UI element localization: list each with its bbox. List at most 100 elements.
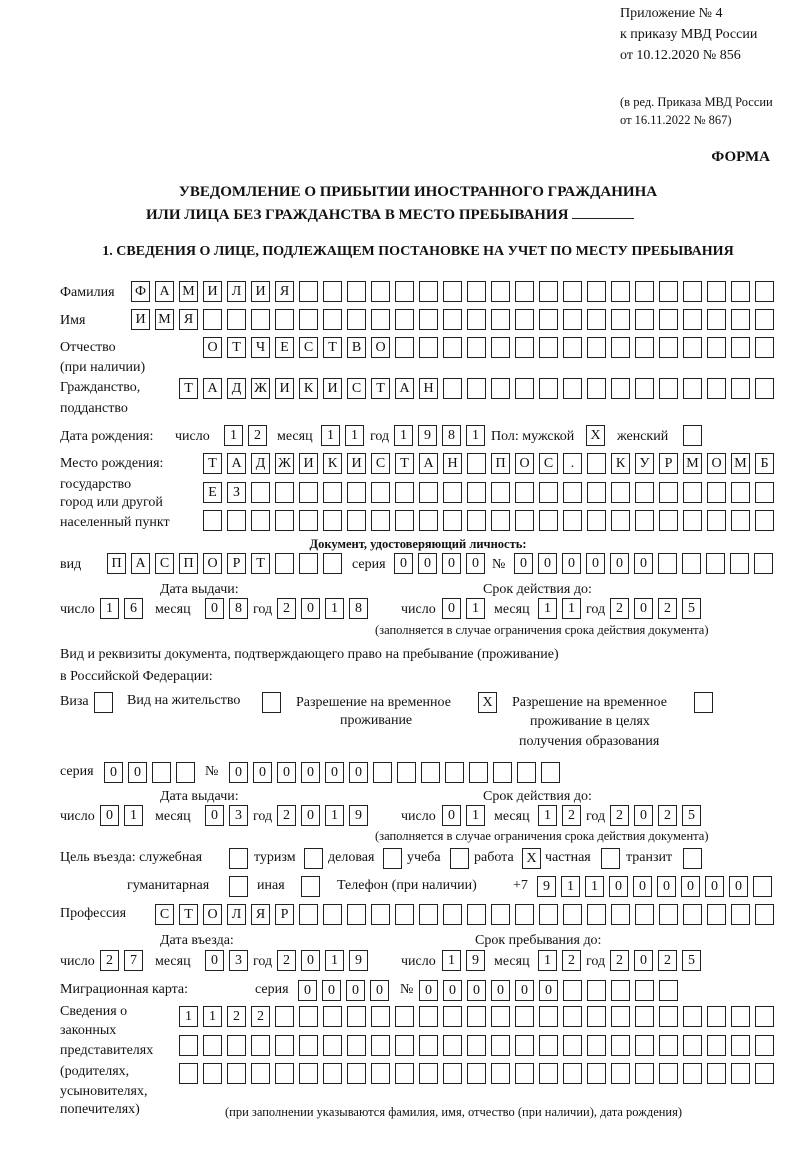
permit-number-cell[interactable] <box>541 762 560 783</box>
patronymic-cell[interactable]: С <box>299 337 318 358</box>
dob-day-cell[interactable]: 1 <box>224 425 243 446</box>
birthplace-cell[interactable] <box>299 482 318 503</box>
doc-issue-day-cell[interactable]: 6 <box>124 598 143 619</box>
name-cell[interactable] <box>563 309 582 330</box>
birthplace-cell[interactable] <box>371 482 390 503</box>
citizenship-cell[interactable] <box>467 378 486 399</box>
doc-series-cell[interactable]: 0 <box>394 553 413 574</box>
surname-cell[interactable] <box>371 281 390 302</box>
dob-year-cell[interactable]: 1 <box>394 425 413 446</box>
profession-cell[interactable] <box>587 904 606 925</box>
legal-reps-cell[interactable] <box>539 1035 558 1056</box>
patronymic-cell[interactable] <box>419 337 438 358</box>
legal-reps-cell[interactable] <box>611 1063 630 1084</box>
doc-number-cell[interactable]: 0 <box>562 553 581 574</box>
surname-cell[interactable] <box>491 281 510 302</box>
doc-number-cell[interactable]: 0 <box>586 553 605 574</box>
legal-reps-cell[interactable] <box>683 1035 702 1056</box>
name-cell[interactable] <box>251 309 270 330</box>
citizenship-cell[interactable]: А <box>203 378 222 399</box>
purpose-transit-checkbox[interactable] <box>683 848 702 869</box>
stay-day-cell[interactable]: 1 <box>442 950 461 971</box>
legal-reps-cell[interactable] <box>467 1006 486 1027</box>
birthplace-cell[interactable] <box>395 510 414 531</box>
doc-issue-year-cell[interactable]: 2 <box>277 598 296 619</box>
patronymic-cell[interactable] <box>395 337 414 358</box>
legal-reps-cell[interactable] <box>491 1063 510 1084</box>
stay-month-cell[interactable]: 1 <box>538 950 557 971</box>
citizenship-cell[interactable]: А <box>395 378 414 399</box>
doc-number-cell[interactable]: 0 <box>538 553 557 574</box>
legal-reps-cell[interactable] <box>275 1006 294 1027</box>
birthplace-cell[interactable] <box>611 482 630 503</box>
legal-reps-cell[interactable] <box>443 1063 462 1084</box>
entry-day-cell[interactable]: 7 <box>124 950 143 971</box>
profession-cell[interactable]: Р <box>275 904 294 925</box>
purpose-other-checkbox[interactable] <box>301 876 320 897</box>
patronymic-cell[interactable]: О <box>203 337 222 358</box>
legal-reps-cell[interactable] <box>203 1035 222 1056</box>
profession-cell[interactable] <box>563 904 582 925</box>
permit-number-cell[interactable] <box>421 762 440 783</box>
profession-cell[interactable] <box>419 904 438 925</box>
legal-reps-cell[interactable] <box>587 1006 606 1027</box>
phone-cell[interactable]: 9 <box>537 876 556 897</box>
permit-issue-day-cell[interactable]: 0 <box>100 805 119 826</box>
birthplace-cell[interactable]: Т <box>203 453 222 474</box>
dob-year-cell[interactable]: 8 <box>442 425 461 446</box>
legal-reps-cell[interactable] <box>371 1006 390 1027</box>
dob-year-cell[interactable]: 9 <box>418 425 437 446</box>
citizenship-cell[interactable] <box>563 378 582 399</box>
patronymic-cell[interactable] <box>587 337 606 358</box>
permit-issue-year-cell[interactable]: 0 <box>301 805 320 826</box>
birthplace-cell[interactable] <box>683 482 702 503</box>
birthplace-cell[interactable] <box>563 482 582 503</box>
doc-kind-cell[interactable]: Р <box>227 553 246 574</box>
citizenship-cell[interactable]: С <box>347 378 366 399</box>
name-cell[interactable] <box>275 309 294 330</box>
legal-reps-cell[interactable] <box>539 1006 558 1027</box>
patronymic-cell[interactable]: Е <box>275 337 294 358</box>
permit-number-cell[interactable] <box>469 762 488 783</box>
legal-reps-cell[interactable] <box>395 1035 414 1056</box>
name-cell[interactable] <box>347 309 366 330</box>
rvp-checkbox[interactable]: X <box>478 692 497 713</box>
name-cell[interactable] <box>731 309 750 330</box>
patronymic-cell[interactable] <box>467 337 486 358</box>
doc-valid-month-cell[interactable]: 1 <box>538 598 557 619</box>
citizenship-cell[interactable] <box>659 378 678 399</box>
patronymic-cell[interactable] <box>563 337 582 358</box>
permit-series-cell[interactable]: 0 <box>128 762 147 783</box>
purpose-humanitarian-checkbox[interactable] <box>229 876 248 897</box>
birthplace-cell[interactable]: И <box>347 453 366 474</box>
birthplace-cell[interactable] <box>227 510 246 531</box>
birthplace-cell[interactable] <box>659 510 678 531</box>
surname-cell[interactable] <box>395 281 414 302</box>
permit-issue-month-cell[interactable]: 0 <box>205 805 224 826</box>
legal-reps-cell[interactable] <box>659 1006 678 1027</box>
citizenship-cell[interactable] <box>587 378 606 399</box>
birthplace-cell[interactable] <box>467 482 486 503</box>
profession-cell[interactable] <box>395 904 414 925</box>
legal-reps-cell[interactable] <box>563 1035 582 1056</box>
doc-kind-cell[interactable]: Т <box>251 553 270 574</box>
name-cell[interactable]: Я <box>179 309 198 330</box>
phone-cell[interactable] <box>753 876 772 897</box>
doc-issue-month-cell[interactable]: 8 <box>229 598 248 619</box>
birthplace-cell[interactable]: М <box>731 453 750 474</box>
permit-valid-year-cell[interactable]: 0 <box>634 805 653 826</box>
birthplace-cell[interactable] <box>347 482 366 503</box>
citizenship-cell[interactable] <box>539 378 558 399</box>
permit-number-cell[interactable]: 0 <box>301 762 320 783</box>
profession-cell[interactable] <box>707 904 726 925</box>
legal-reps-cell[interactable]: 2 <box>227 1006 246 1027</box>
phone-cell[interactable]: 0 <box>705 876 724 897</box>
sex-female-checkbox[interactable] <box>683 425 702 446</box>
legal-reps-cell[interactable] <box>419 1006 438 1027</box>
migration-number-cell[interactable] <box>587 980 606 1001</box>
name-cell[interactable] <box>755 309 774 330</box>
birthplace-cell[interactable]: А <box>227 453 246 474</box>
birthplace-cell[interactable]: К <box>323 453 342 474</box>
migration-number-cell[interactable]: 0 <box>467 980 486 1001</box>
legal-reps-cell[interactable] <box>683 1006 702 1027</box>
